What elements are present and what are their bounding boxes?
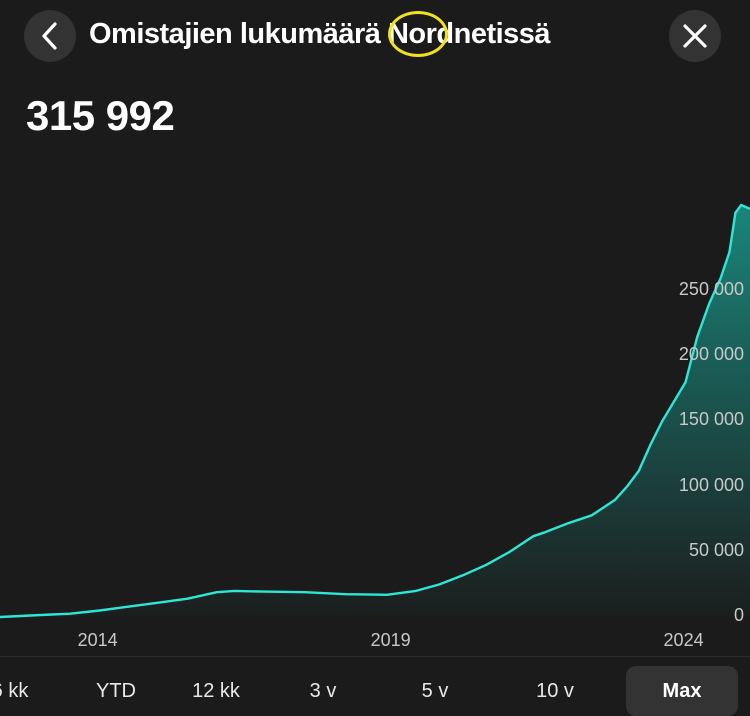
y-tick-label: 250 000 bbox=[678, 279, 744, 300]
x-tick-label: 2024 bbox=[663, 630, 704, 650]
range-selector: 6 kk YTD 12 kk 3 v 5 v 10 v Max bbox=[0, 666, 750, 716]
page-title: Omistajien lukumäärä Nordnetissä bbox=[89, 18, 551, 50]
y-tick-label: 150 000 bbox=[678, 409, 744, 430]
current-value: 315 992 bbox=[26, 92, 175, 139]
y-tick-label: 50 000 bbox=[688, 539, 744, 560]
close-icon bbox=[683, 24, 707, 48]
close-button[interactable] bbox=[669, 10, 721, 62]
back-button[interactable] bbox=[24, 10, 76, 62]
x-tick-label: 2019 bbox=[370, 630, 411, 650]
range-option-max[interactable]: Max bbox=[626, 666, 738, 716]
y-tick-label: 100 000 bbox=[678, 474, 744, 495]
divider bbox=[0, 656, 750, 657]
header: Omistajien lukumäärä Nordnetissä bbox=[0, 0, 750, 72]
range-option-5-v[interactable]: 5 v bbox=[421, 680, 449, 702]
range-option-12-kk[interactable]: 12 kk bbox=[192, 680, 240, 702]
chevron-left-icon bbox=[42, 22, 57, 50]
y-tick-label: 200 000 bbox=[678, 344, 744, 365]
y-tick-label: 0 bbox=[733, 605, 744, 625]
x-tick-label: 2014 bbox=[77, 630, 118, 650]
highlight-circle-annotation bbox=[388, 11, 448, 57]
range-option-6-kk[interactable]: 6 kk bbox=[0, 680, 29, 702]
area-fill bbox=[0, 205, 750, 617]
series-line bbox=[0, 203, 750, 619]
range-option-ytd[interactable]: YTD bbox=[96, 680, 136, 702]
owners-area-chart bbox=[0, 203, 750, 619]
range-option-3-v[interactable]: 3 v bbox=[309, 680, 337, 702]
range-option-10-v[interactable]: 10 v bbox=[536, 680, 574, 702]
